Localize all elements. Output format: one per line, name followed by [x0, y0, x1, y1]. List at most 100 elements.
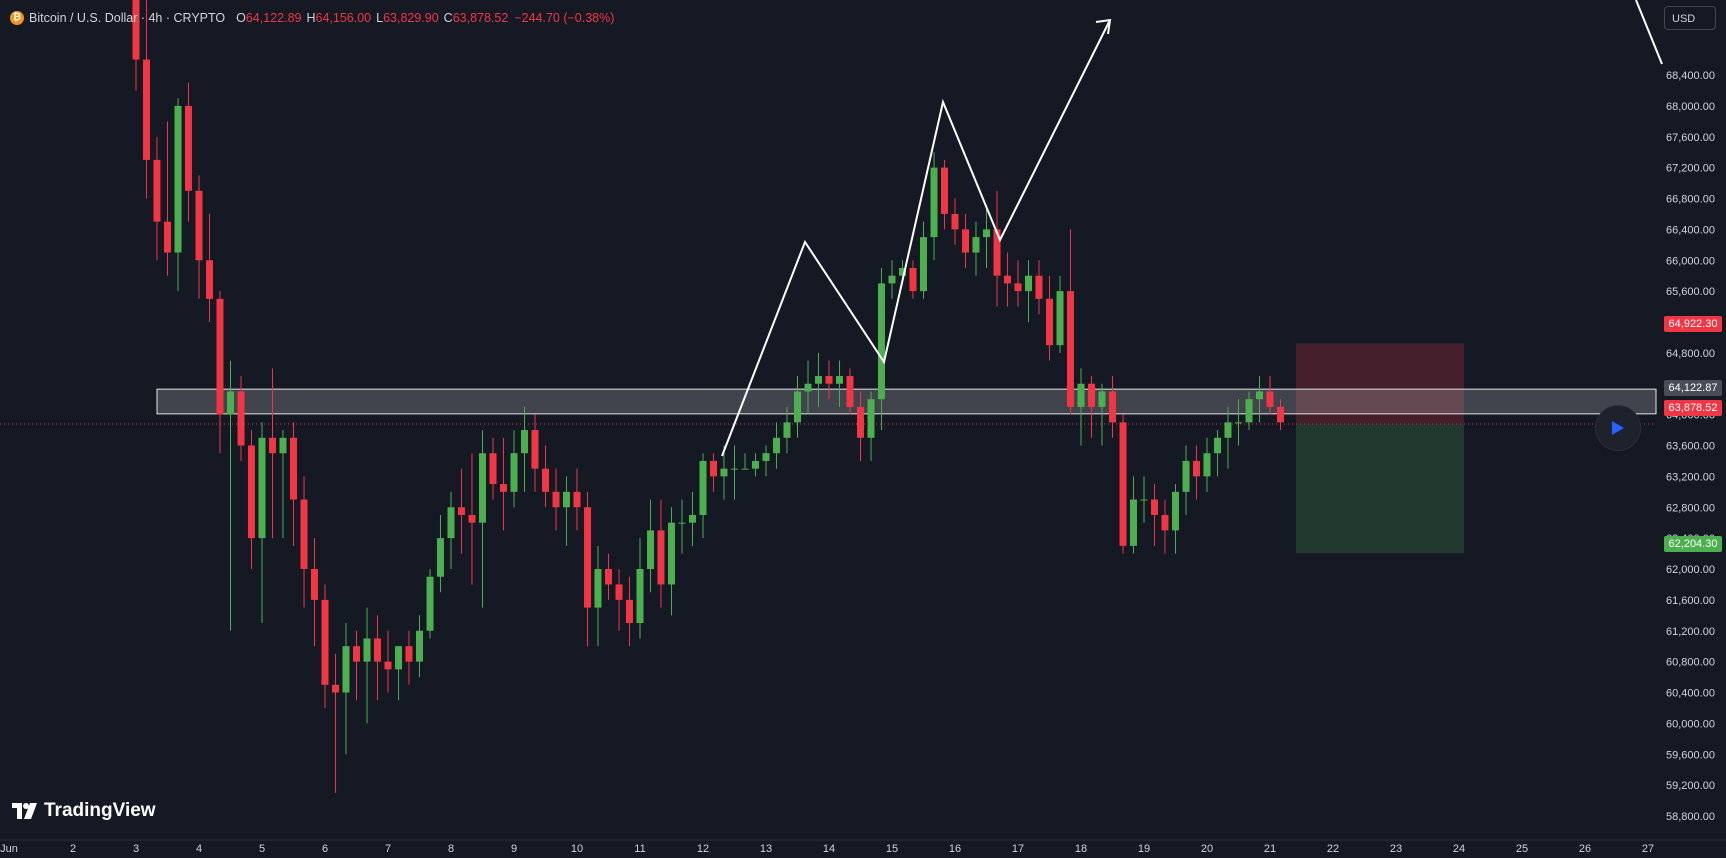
- time-tick-label: 7: [385, 843, 391, 855]
- candle-body: [153, 159, 161, 222]
- candle-body: [562, 491, 570, 508]
- candle-body: [1172, 491, 1179, 531]
- candle-body: [290, 437, 297, 500]
- candle-body: [972, 237, 980, 253]
- price-tick-label: 66,400.00: [1666, 224, 1715, 236]
- candle-body: [751, 460, 759, 469]
- candle-body: [174, 105, 182, 253]
- candle-body: [699, 460, 707, 515]
- candle-body: [1056, 291, 1064, 346]
- candle-body: [132, 0, 140, 60]
- support-zone-rectangle[interactable]: [156, 388, 1657, 415]
- candle-body: [573, 491, 581, 508]
- price-tick-label: 65,600.00: [1666, 286, 1715, 298]
- candle-body: [1014, 283, 1022, 292]
- candle-body: [227, 391, 234, 415]
- candle-body: [951, 213, 959, 230]
- candle-body: [206, 260, 214, 299]
- candle-body: [479, 453, 486, 523]
- price-tick-label: 63,200.00: [1666, 471, 1715, 483]
- tradingview-wordmark: TradingView: [44, 800, 156, 821]
- time-tick-label: 9: [511, 843, 517, 855]
- candle-body: [1088, 383, 1096, 407]
- candle-body: [657, 530, 665, 585]
- candle-body: [940, 167, 948, 214]
- low-value: 63,829.90: [383, 11, 439, 25]
- time-tick-label: 4: [196, 843, 202, 855]
- time-tick-label: 10: [571, 843, 583, 855]
- candle-body: [1129, 499, 1137, 546]
- candle-body: [342, 646, 350, 693]
- candle-body: [857, 406, 864, 438]
- candle-body: [164, 221, 171, 253]
- stop-loss-zone[interactable]: [1296, 343, 1464, 424]
- candle-body: [489, 453, 497, 485]
- candle-body: [1151, 499, 1159, 515]
- close-value: 63,878.52: [452, 11, 509, 25]
- candle-body: [531, 430, 539, 469]
- candle-body: [1119, 422, 1127, 546]
- price-tick-label: 62,800.00: [1666, 502, 1715, 514]
- candle-body: [993, 229, 1001, 276]
- take-profit-zone[interactable]: [1296, 423, 1464, 554]
- candle-body: [363, 638, 371, 662]
- candle-body: [636, 569, 644, 624]
- candle-body: [584, 507, 592, 608]
- candle-body: [416, 630, 423, 662]
- candle-body: [888, 275, 896, 284]
- candle-body: [877, 283, 885, 400]
- candle-body: [1255, 391, 1263, 400]
- candle-body: [710, 460, 718, 477]
- candle-body: [762, 453, 770, 461]
- candle-body: [814, 376, 822, 384]
- projection-path-line[interactable]: [721, 19, 1111, 457]
- candle-body: [825, 376, 833, 384]
- candle-body: [247, 445, 255, 539]
- open-price-label: 64,122.87: [1664, 380, 1722, 396]
- candle-body: [310, 569, 318, 600]
- candle-body: [542, 468, 549, 492]
- symbol-title[interactable]: Bitcoin / U.S. Dollar · 4h · CRYPTO: [29, 11, 226, 25]
- candle-body: [1224, 422, 1232, 438]
- candle-body: [426, 576, 434, 631]
- low-label: L: [376, 11, 384, 25]
- candle-body: [983, 229, 990, 238]
- price-tick-label: 60,400.00: [1666, 688, 1715, 700]
- time-tick-label: 26: [1579, 843, 1591, 855]
- price-tick-label: 61,200.00: [1666, 626, 1715, 638]
- candle-body: [436, 538, 444, 577]
- time-tick-label: 6: [322, 843, 328, 855]
- candle-body: [605, 569, 612, 585]
- time-tick-label: 3: [133, 843, 139, 855]
- candle-body: [458, 507, 466, 515]
- candle-body: [447, 507, 455, 539]
- time-tick-label: 18: [1075, 843, 1087, 855]
- time-tick-label: 27: [1642, 843, 1654, 855]
- candle-body: [773, 437, 781, 454]
- candle-body: [384, 661, 392, 670]
- candle-body: [373, 638, 381, 662]
- time-tick-label: 17: [1012, 843, 1024, 855]
- trend-line[interactable]: [1635, 0, 1663, 65]
- candle-body: [395, 646, 403, 670]
- price-tick-label: 61,600.00: [1666, 595, 1715, 607]
- price-tick-label: 66,800.00: [1666, 194, 1715, 206]
- candle-body: [216, 298, 224, 415]
- price-tick-label: 58,800.00: [1666, 811, 1715, 823]
- open-value: 64,122.89: [245, 11, 302, 25]
- candle-body: [783, 422, 791, 438]
- candle-body: [1214, 437, 1222, 454]
- arrowhead-icon: [1095, 18, 1112, 35]
- time-tick-label: 8: [448, 843, 454, 855]
- candle-body: [1066, 291, 1074, 407]
- candle-body: [269, 437, 277, 454]
- candlestick-series: [132, 0, 1285, 793]
- candle-body: [741, 468, 749, 470]
- candle-body: [909, 267, 917, 292]
- time-tick-label: Jun: [0, 843, 18, 855]
- time-tick-label: 13: [760, 843, 772, 855]
- replay-button[interactable]: [1596, 406, 1640, 450]
- candle-body: [237, 391, 245, 446]
- currency-selector[interactable]: USD: [1664, 6, 1716, 30]
